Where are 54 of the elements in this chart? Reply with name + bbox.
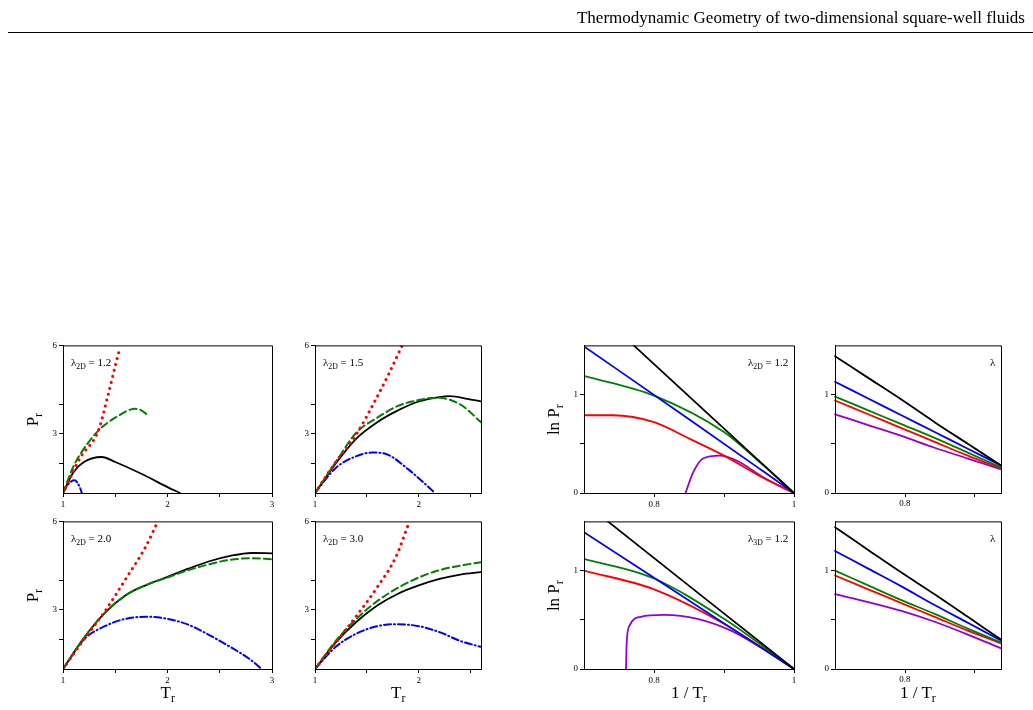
y-tick-label: 0 [573, 663, 579, 674]
chart-title: Thermodynamic Geometry of two-dimensional square-well fluids [576, 8, 1025, 28]
annotation: λ [990, 356, 996, 369]
x-tick-label: 1 [60, 674, 66, 685]
y-tick-label: 0 [824, 663, 830, 674]
x-axis-title: T$_{r}$ [160, 683, 175, 706]
line-series [63, 407, 149, 493]
line-series [315, 345, 404, 493]
line-series [63, 348, 121, 493]
x-axis-title: 1 / T$_{r}$ [900, 683, 936, 706]
annotation: λ$_{2D}$ = 2.0 [71, 532, 112, 548]
y-tick-label: 3 [304, 428, 310, 439]
x-tick-label: 3 [269, 674, 275, 685]
x-tick-label: 1 [312, 498, 318, 509]
x-tick-label: 0.8 [648, 498, 661, 509]
x-tick-label: 1 [791, 498, 797, 509]
x-tick-label: 1 [60, 498, 66, 509]
y-tick-label: 3 [304, 604, 310, 615]
y-tick-label: 0 [573, 487, 579, 498]
y-tick-label: 6 [304, 515, 310, 526]
line-series [834, 593, 1002, 650]
annotation: λ$_{2D}$ = 1.2 [748, 356, 789, 372]
line-series [834, 550, 1002, 642]
annotation: λ$_{2D}$ = 1.2 [71, 356, 112, 372]
y-tick-label: 6 [52, 339, 58, 350]
y-tick-label: 6 [52, 515, 58, 526]
y-tick-label: 1 [573, 564, 578, 575]
x-tick-label: 2 [165, 674, 170, 685]
annotation: λ [990, 532, 996, 545]
line-series [63, 521, 159, 669]
y-tick-label: 1 [824, 388, 829, 399]
y-tick-label: 3 [52, 604, 58, 615]
x-tick-label: 2 [416, 674, 421, 685]
annotation: λ$_{2D}$ = 3.0 [323, 532, 364, 548]
y-tick-label: 6 [304, 339, 310, 350]
x-tick-label: 2 [165, 498, 170, 509]
line-series [584, 414, 794, 493]
line-series [63, 479, 83, 493]
x-tick-label: 1 [791, 674, 797, 685]
line-series [315, 522, 410, 669]
x-tick-label: 2 [416, 498, 421, 509]
annotation: λ$_{2D}$ = 1.5 [323, 356, 364, 372]
y-tick-label: 1 [824, 564, 829, 575]
line-series [834, 413, 1002, 471]
line-series [315, 623, 481, 669]
y-tick-label: 1 [573, 388, 578, 399]
x-tick-label: 3 [269, 498, 275, 509]
annotation: λ$_{3D}$ = 1.2 [748, 532, 789, 548]
x-tick-label: 0.8 [648, 674, 661, 685]
y-tick-label: 3 [52, 428, 58, 439]
y-tick-label: 0 [824, 487, 830, 498]
x-axis-title: T$_{r}$ [391, 683, 406, 706]
x-tick-label: 1 [312, 674, 318, 685]
x-axis-title: 1 / T$_{r}$ [671, 683, 707, 706]
